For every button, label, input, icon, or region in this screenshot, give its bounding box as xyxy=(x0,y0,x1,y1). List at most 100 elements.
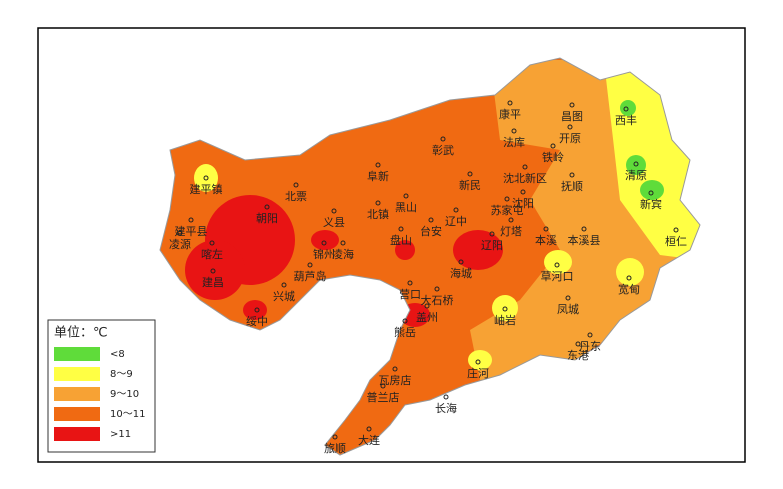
city-label: 本溪县 xyxy=(568,233,601,247)
city-dot xyxy=(392,366,398,372)
legend-swatch xyxy=(54,367,100,381)
city-dot xyxy=(575,341,581,347)
city-label: 营口 xyxy=(399,287,421,301)
city-dot xyxy=(467,171,473,177)
city-dot xyxy=(648,190,654,196)
city-label: 绥中 xyxy=(246,315,268,328)
zone xyxy=(626,155,646,175)
city-dot xyxy=(440,136,446,142)
city-dot xyxy=(375,200,381,206)
city-dot xyxy=(281,282,287,288)
city-label: 庄河 xyxy=(467,366,489,380)
legend-swatch xyxy=(54,347,100,361)
city-dot xyxy=(511,128,517,134)
city-label: 桓仁 xyxy=(665,234,687,248)
city-label: 铁岭 xyxy=(542,150,564,164)
city-dot xyxy=(403,193,409,199)
city-label: 灯塔 xyxy=(500,225,522,238)
city-dot xyxy=(203,175,209,181)
zone xyxy=(453,230,503,270)
city-dot xyxy=(402,318,408,324)
city-label: 建平县 xyxy=(175,224,208,238)
city-label: 大石桥 xyxy=(421,293,454,307)
city-label: 开原 xyxy=(559,132,581,145)
zone xyxy=(311,230,339,250)
city-label: 海城 xyxy=(450,266,472,280)
legend-label: 10～11 xyxy=(110,409,145,420)
city-dot xyxy=(554,262,560,268)
city-label: 草河口 xyxy=(541,270,574,283)
zone xyxy=(544,250,572,274)
zone xyxy=(468,350,492,370)
city-label: 凌源 xyxy=(169,237,191,251)
city-dot xyxy=(434,286,440,292)
city-dot xyxy=(489,231,495,237)
zone xyxy=(616,258,644,286)
city-label: 旅顺 xyxy=(324,441,346,455)
city-label: 长海 xyxy=(435,401,457,415)
city-dot xyxy=(522,164,528,170)
city-label: 义县 xyxy=(323,216,345,229)
city-label: 大连 xyxy=(358,433,380,447)
city-dot xyxy=(569,102,575,108)
city-label: 北票 xyxy=(285,190,307,203)
city-dot xyxy=(550,143,556,149)
city-dot xyxy=(264,204,270,210)
legend-label: <8 xyxy=(110,349,125,360)
city-dot xyxy=(626,275,632,281)
city-dot xyxy=(366,426,372,432)
city-dot xyxy=(293,182,299,188)
city-label: 新民 xyxy=(459,178,481,192)
city-dot xyxy=(543,226,549,232)
city-label: 昌图 xyxy=(561,110,583,123)
city-dot xyxy=(210,268,216,274)
city-dot xyxy=(475,359,481,365)
legend-swatch xyxy=(54,407,100,421)
city-dot xyxy=(633,161,639,167)
city-label: 岫岩 xyxy=(494,313,516,327)
city-label: 法库 xyxy=(503,135,525,149)
city-dot xyxy=(340,240,346,246)
legend-swatch xyxy=(54,427,100,441)
city-dot xyxy=(565,295,571,301)
city-label: 阜新 xyxy=(367,169,389,183)
city-dot xyxy=(673,227,679,233)
city-dot xyxy=(507,100,513,106)
city-label: 建平镇 xyxy=(190,182,223,196)
city-label: 康平 xyxy=(499,107,521,121)
city-label: 宽甸 xyxy=(618,282,640,296)
city-dot xyxy=(504,196,510,202)
legend-label: 8～9 xyxy=(110,369,133,380)
city-dot xyxy=(177,230,183,236)
city-dot xyxy=(424,303,430,309)
zone xyxy=(194,164,218,192)
city-label: 新宾 xyxy=(640,197,662,211)
legend: 单位：℃ <8 8～9 9～10 10～11 >11 xyxy=(47,319,156,453)
city-dot xyxy=(508,217,514,223)
city-dot xyxy=(443,394,449,400)
city-label: 沈阳 xyxy=(512,196,534,210)
city-label: 本溪 xyxy=(535,233,557,247)
city-label: 沈北新区 xyxy=(503,171,547,185)
city-label: 丹东 xyxy=(579,340,601,353)
city-dot xyxy=(188,217,194,223)
city-dot xyxy=(331,208,337,214)
city-dot xyxy=(569,172,575,178)
city-dot xyxy=(623,106,629,112)
city-dot xyxy=(567,124,573,130)
city-label: 喀左 xyxy=(201,248,223,261)
city-dot xyxy=(407,280,413,286)
city-label: 兴城 xyxy=(273,290,295,303)
city-dot xyxy=(321,240,327,246)
city-label: 抚顺 xyxy=(561,179,583,193)
city-label: 清原 xyxy=(625,169,647,182)
city-dot xyxy=(375,162,381,168)
city-dot xyxy=(332,434,338,440)
city-dot xyxy=(307,262,313,268)
city-label: 熊岳 xyxy=(394,325,416,339)
city-label: 辽中 xyxy=(445,215,467,228)
city-dot xyxy=(502,306,508,312)
zone xyxy=(395,240,415,260)
